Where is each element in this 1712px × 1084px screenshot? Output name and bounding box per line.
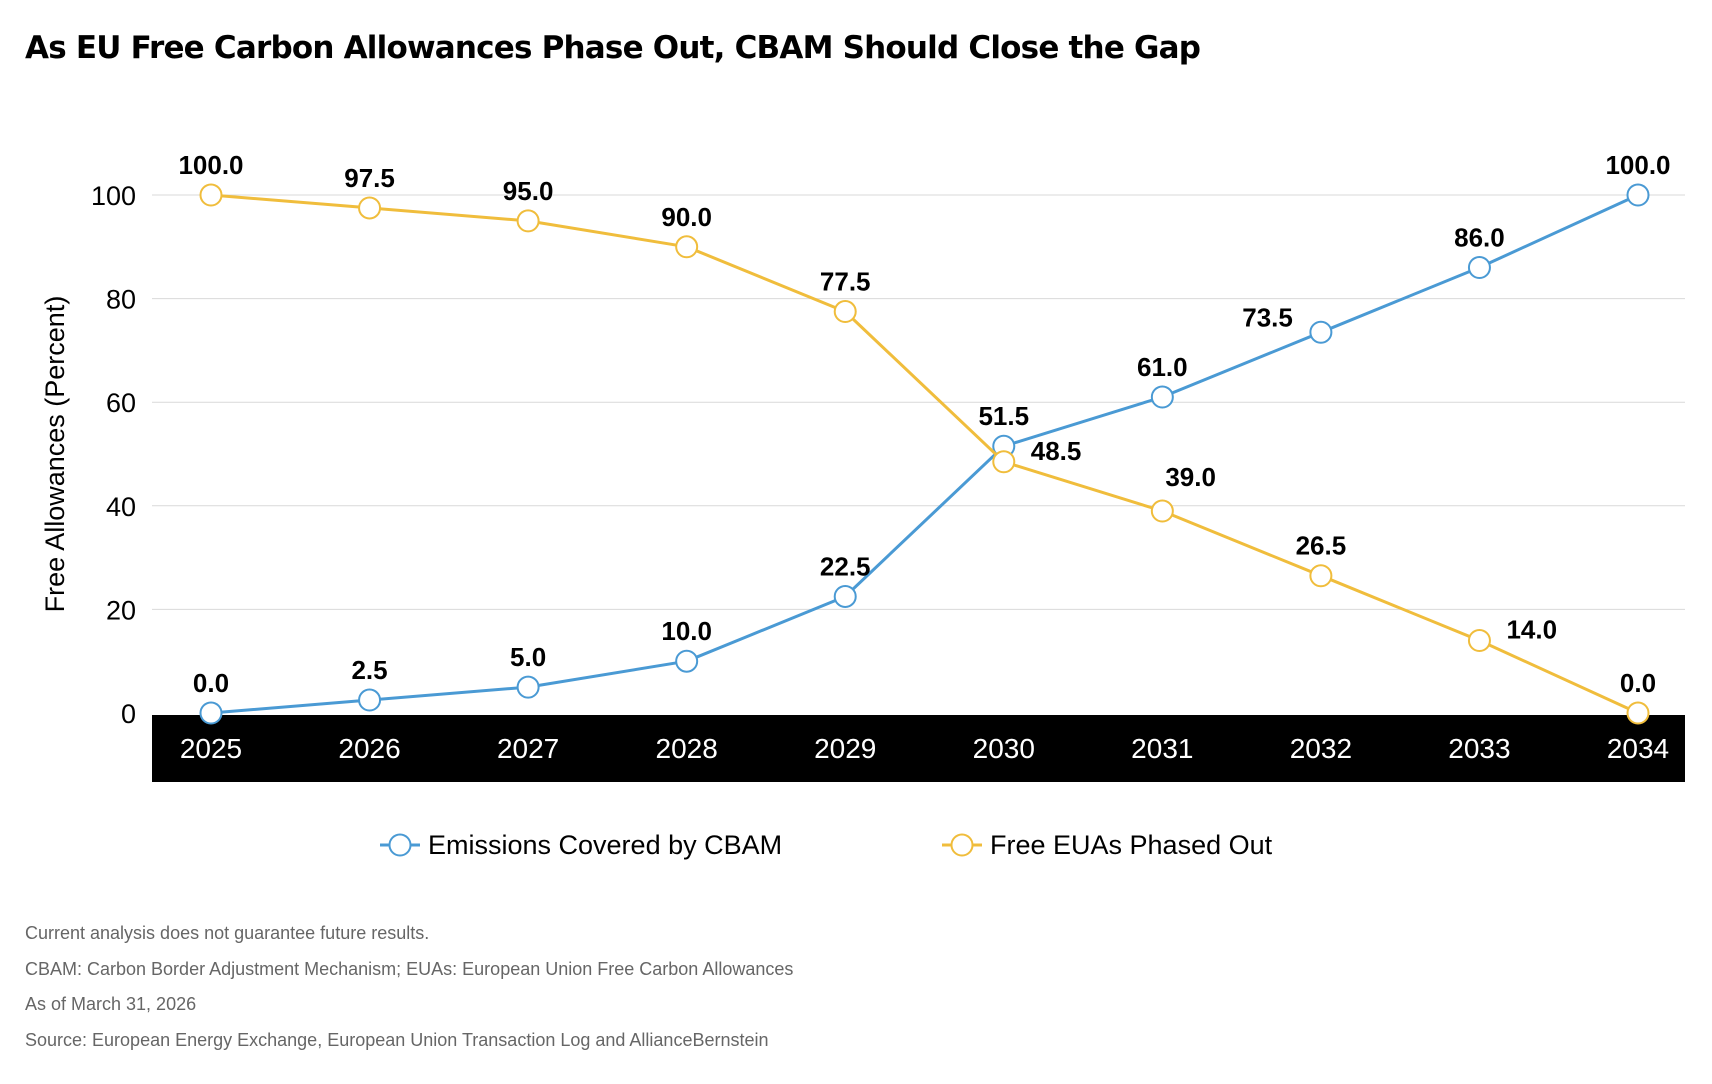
x-tick-label: 2029: [814, 733, 876, 764]
x-tick-label: 2032: [1290, 733, 1352, 764]
data-label: 90.0: [661, 202, 712, 232]
data-label: 73.5: [1242, 302, 1293, 332]
legend: Emissions Covered by CBAM Free EUAs Phas…: [380, 830, 1273, 860]
legend-swatch-marker-euas: [950, 833, 974, 857]
legend-swatch-marker-cbam: [388, 833, 412, 857]
x-tick-label: 2031: [1131, 733, 1193, 764]
chart-title: As EU Free Carbon Allowances Phase Out, …: [25, 30, 1201, 66]
data-labels: 0.0 2.5 5.0 10.0 22.5 51.5 61.0 73.5 86.0 100.0 10…: [178, 150, 1670, 698]
data-label: 77.5: [820, 267, 871, 297]
data-label: 61.0: [1137, 352, 1188, 382]
y-axis-ticks: 0 20 40 60 80 100: [91, 181, 136, 729]
gridlines: [152, 194, 1685, 610]
x-tick-label: 2034: [1607, 733, 1669, 764]
data-label: 97.5: [344, 163, 395, 193]
data-label: 10.0: [661, 616, 712, 646]
footnotes: Current analysis does not guarantee futu…: [25, 916, 793, 1058]
x-tick-label: 2030: [973, 733, 1035, 764]
footnote-abbreviations: CBAM: Carbon Border Adjustment Mechanism…: [25, 958, 794, 979]
data-point-euas: [1309, 564, 1333, 588]
x-tick-label: 2027: [497, 733, 559, 764]
y-tick-label: 40: [106, 492, 136, 522]
footnote-disclaimer: Current analysis does not guarantee futu…: [25, 923, 430, 943]
data-label: 51.5: [978, 401, 1029, 431]
series-euas: [199, 183, 1650, 725]
data-label: 26.5: [1296, 531, 1347, 561]
legend-label-euas: Free EUAs Phased Out: [990, 830, 1273, 860]
data-point-cbam: [1467, 256, 1491, 280]
data-label: 0.0: [193, 668, 229, 698]
data-point-cbam: [1150, 385, 1174, 409]
data-point-euas: [358, 196, 382, 220]
data-label: 95.0: [503, 176, 554, 206]
data-label: 5.0: [510, 642, 546, 672]
data-point-cbam: [675, 649, 699, 673]
data-label: 100.0: [1605, 150, 1670, 180]
y-tick-label: 60: [106, 388, 136, 418]
data-point-cbam: [1309, 320, 1333, 344]
legend-item-cbam: Emissions Covered by CBAM: [380, 830, 782, 860]
data-label: 0.0: [1620, 668, 1656, 698]
series-cbam: [199, 183, 1650, 725]
series-lines: [199, 183, 1650, 725]
data-point-euas: [833, 300, 857, 324]
x-tick-label: 2025: [180, 733, 242, 764]
data-label: 22.5: [820, 551, 871, 581]
data-point-euas: [1150, 499, 1174, 523]
data-point-cbam: [1626, 183, 1650, 207]
data-label: 48.5: [1031, 436, 1082, 466]
data-label: 14.0: [1506, 614, 1557, 644]
data-point-cbam: [358, 688, 382, 712]
x-tick-label: 2026: [338, 733, 400, 764]
x-axis-band: [152, 715, 1685, 782]
data-point-cbam: [516, 675, 540, 699]
footnote-date: As of March 31, 2026: [25, 994, 197, 1014]
data-label: 100.0: [178, 150, 243, 180]
data-point-euas: [1626, 701, 1650, 725]
y-tick-label: 80: [106, 285, 136, 315]
y-tick-label: 20: [106, 595, 136, 625]
data-point-euas: [516, 209, 540, 233]
legend-label-cbam: Emissions Covered by CBAM: [428, 830, 782, 860]
footnote-source: Source: European Energy Exchange, Europe…: [25, 1029, 769, 1050]
y-tick-label: 0: [121, 699, 136, 729]
x-axis-ticks: 2025 2026 2027 2028 2029 2030 2031 2032 2033 2034: [180, 733, 1669, 764]
x-tick-label: 2033: [1448, 733, 1510, 764]
data-point-euas: [675, 235, 699, 259]
series-line-cbam: [210, 193, 1639, 715]
data-label: 39.0: [1165, 462, 1216, 492]
legend-item-euas: Free EUAs Phased Out: [942, 830, 1273, 860]
data-point-euas: [992, 450, 1016, 474]
data-point-cbam: [833, 584, 857, 608]
y-axis-label: Free Allowances (Percent): [40, 296, 70, 613]
y-tick-label: 100: [91, 181, 136, 211]
data-label: 86.0: [1454, 223, 1505, 253]
x-tick-label: 2028: [656, 733, 718, 764]
data-point-euas: [1467, 628, 1491, 652]
data-point-cbam: [199, 701, 223, 725]
data-point-euas: [199, 183, 223, 207]
data-label: 2.5: [351, 655, 387, 685]
series-line-euas: [210, 193, 1639, 715]
